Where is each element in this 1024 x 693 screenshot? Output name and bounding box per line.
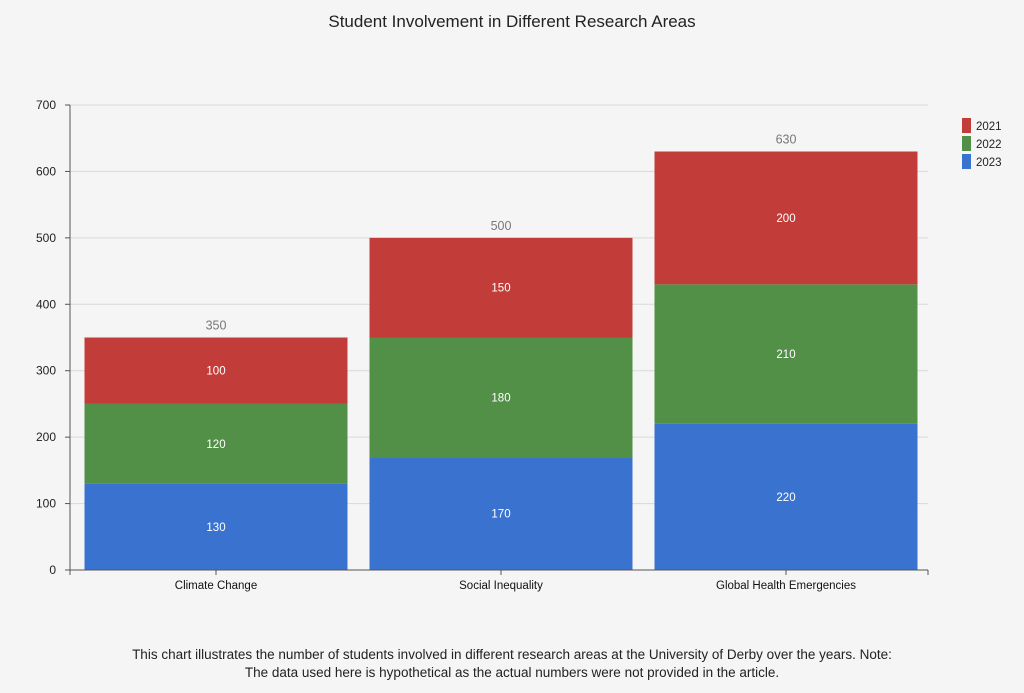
legend-swatch-2021	[962, 118, 971, 133]
bar-total-label: 630	[776, 133, 797, 147]
legend-swatch-2023	[962, 154, 971, 169]
legend-label: 2022	[976, 139, 1002, 151]
bar-segment-2023	[84, 483, 348, 570]
y-tick-label: 400	[36, 297, 56, 311]
x-tick-label: Climate Change	[175, 580, 257, 592]
x-tick-label: Global Health Emergencies	[716, 580, 856, 592]
bar-segment-2023	[654, 423, 918, 570]
bar-total-label: 350	[206, 319, 227, 333]
bar-value-label: 200	[776, 213, 795, 225]
bar-total-label: 500	[491, 219, 512, 233]
x-tick-label: Social Inequality	[459, 580, 543, 592]
bar-segment-2023	[369, 457, 633, 570]
bar-segment-2022	[369, 337, 633, 458]
caption-line-2: The data used here is hypothetical as th…	[244, 665, 780, 680]
y-tick-label: 600	[36, 164, 56, 178]
legend-label: 2023	[976, 157, 1002, 169]
legend-label: 2021	[976, 121, 1002, 133]
caption-line-1: This chart illustrates the number of stu…	[132, 647, 892, 662]
bar-value-label: 120	[206, 439, 225, 451]
bar-segment-2021	[369, 237, 633, 338]
bar-segment-2022	[84, 403, 348, 484]
legend-swatch-2022	[962, 136, 971, 151]
chart-title: Student Involvement in Different Researc…	[328, 12, 696, 31]
chart-caption: This chart illustrates the number of stu…	[0, 646, 1024, 682]
y-tick-label: 300	[36, 364, 56, 378]
bar-value-label: 220	[776, 492, 795, 504]
y-tick-label: 500	[36, 231, 56, 245]
y-tick-label: 100	[36, 497, 56, 511]
bar-value-label: 180	[491, 392, 510, 404]
bar-segment-2022	[654, 284, 918, 424]
y-tick-label: 700	[36, 98, 56, 112]
bar-value-label: 210	[776, 349, 795, 361]
bar-value-label: 170	[491, 509, 510, 521]
bar-value-label: 150	[491, 283, 510, 295]
bar-segment-2021	[654, 151, 918, 285]
bar-segment-2021	[84, 337, 348, 404]
y-tick-label: 200	[36, 430, 56, 444]
y-tick-label: 0	[49, 563, 56, 577]
bar-value-label: 130	[206, 522, 225, 534]
bar-value-label: 100	[206, 366, 225, 378]
